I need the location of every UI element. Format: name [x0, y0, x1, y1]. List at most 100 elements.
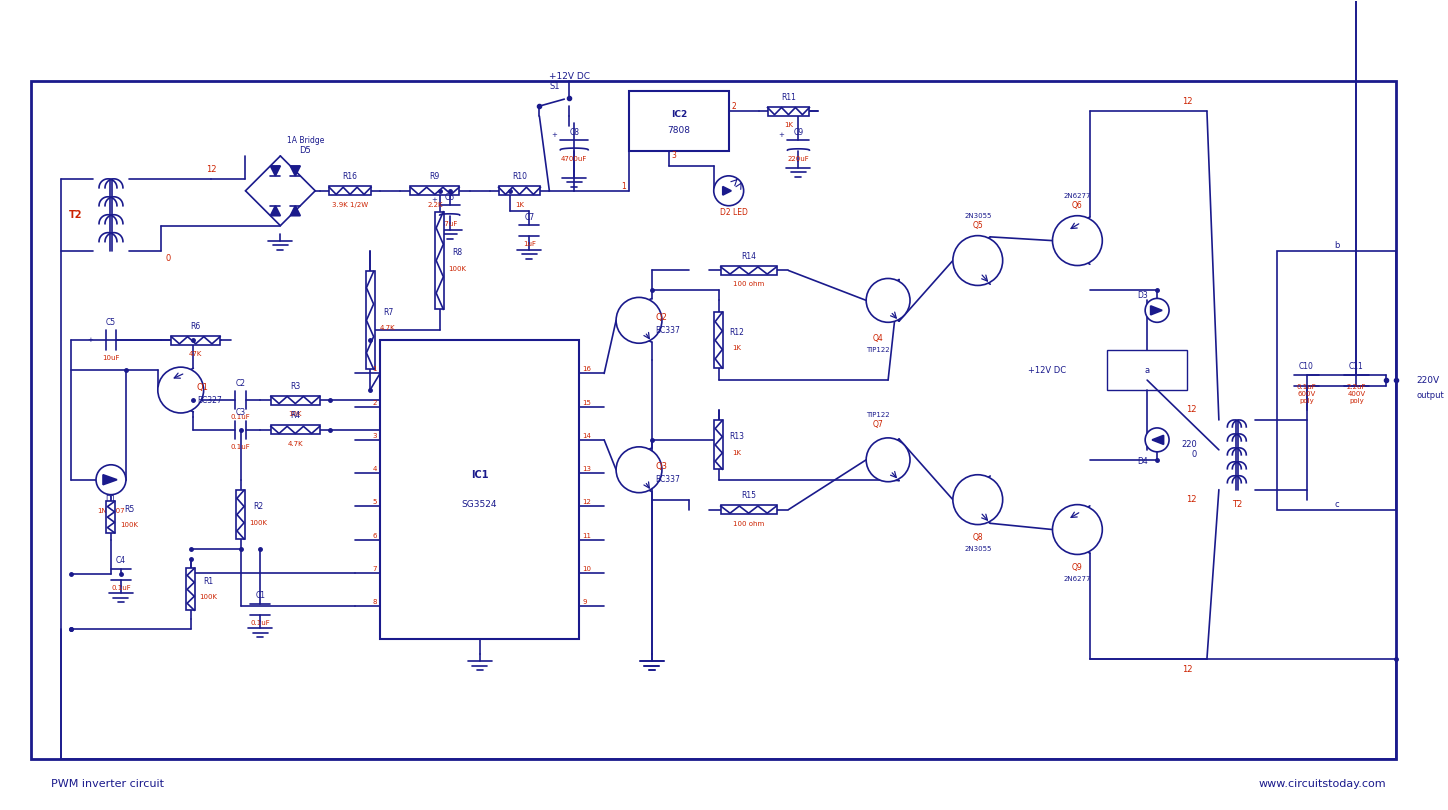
Circle shape [953, 236, 1002, 285]
Text: 1K: 1K [515, 202, 524, 207]
Text: C3: C3 [236, 408, 246, 417]
Text: R1: R1 [204, 577, 214, 586]
Circle shape [866, 438, 909, 482]
Bar [714, 420, 723, 469]
Text: D4: D4 [1137, 458, 1147, 467]
Text: 1: 1 [621, 182, 626, 191]
Polygon shape [1151, 306, 1163, 315]
Text: 2N6277: 2N6277 [1064, 577, 1092, 582]
Bar [236, 490, 245, 539]
Text: +12V DC: +12V DC [549, 72, 589, 81]
Text: C9: C9 [794, 128, 804, 137]
Bar [32, 81, 1396, 759]
Text: BC327: BC327 [197, 395, 222, 404]
Bar [410, 186, 459, 195]
Text: 1N4007: 1N4007 [97, 508, 125, 514]
Text: 100 ohm: 100 ohm [733, 281, 765, 288]
Text: C4: C4 [116, 556, 126, 565]
Polygon shape [723, 186, 731, 195]
Bar [329, 186, 371, 195]
Text: 0.1uF
600V
poly: 0.1uF 600V poly [1296, 384, 1316, 403]
Text: 2N3055: 2N3055 [964, 213, 992, 219]
Bar [498, 186, 540, 195]
Text: 0.1uF: 0.1uF [230, 414, 251, 420]
Text: R4: R4 [290, 411, 300, 420]
Text: Q3: Q3 [654, 463, 668, 471]
Text: 100K: 100K [249, 519, 268, 526]
Text: 220: 220 [1182, 441, 1197, 450]
Text: +12V DC: +12V DC [1028, 365, 1066, 375]
Text: +: + [432, 198, 437, 203]
Polygon shape [103, 475, 117, 484]
Text: b: b [1334, 241, 1339, 250]
Text: C8: C8 [569, 128, 579, 137]
Text: 100K: 100K [200, 595, 217, 600]
Text: 2: 2 [731, 101, 737, 111]
Text: PWM inverter circuit: PWM inverter circuit [51, 778, 164, 789]
Text: 7: 7 [372, 565, 376, 572]
Text: 13: 13 [582, 466, 591, 472]
Bar [721, 266, 776, 275]
Text: 2N6277: 2N6277 [1064, 193, 1092, 198]
Text: 16: 16 [582, 366, 591, 373]
Text: Q4: Q4 [873, 334, 883, 343]
Text: 3: 3 [672, 151, 676, 160]
Text: 0: 0 [165, 254, 171, 262]
Text: a: a [1144, 365, 1150, 375]
Text: 0.1uF: 0.1uF [251, 620, 271, 625]
Circle shape [1145, 428, 1169, 452]
Text: BC337: BC337 [654, 475, 681, 484]
Text: D2 LED: D2 LED [720, 208, 747, 217]
Text: R16: R16 [343, 173, 358, 181]
Text: C10: C10 [1299, 362, 1313, 371]
Text: 11: 11 [582, 532, 591, 539]
Text: Q6: Q6 [1072, 201, 1083, 211]
Text: 12: 12 [1182, 664, 1192, 674]
Text: 100K: 100K [120, 522, 138, 528]
Text: R10: R10 [513, 173, 527, 181]
Text: 10: 10 [582, 565, 591, 572]
Text: 2: 2 [372, 399, 376, 406]
Bar [1108, 350, 1187, 390]
Text: 1A Bridge: 1A Bridge [287, 136, 324, 146]
Text: 12: 12 [1182, 96, 1192, 105]
Bar [1277, 250, 1396, 509]
Circle shape [615, 447, 662, 492]
Text: Q7: Q7 [873, 420, 883, 429]
Text: Q9: Q9 [1072, 563, 1083, 572]
Text: 47K: 47K [190, 352, 203, 357]
Text: R7: R7 [382, 308, 392, 317]
Bar [365, 271, 375, 369]
Text: 0.1uF: 0.1uF [111, 585, 130, 590]
Circle shape [714, 176, 744, 206]
Circle shape [615, 297, 662, 343]
Text: 2.2uF
400V
poly: 2.2uF 400V poly [1347, 384, 1365, 403]
Text: 1K: 1K [783, 122, 794, 128]
Bar [714, 313, 723, 368]
Text: C1: C1 [255, 591, 265, 600]
Text: 12: 12 [1186, 495, 1197, 504]
Circle shape [1145, 298, 1169, 322]
Polygon shape [290, 166, 300, 176]
Text: 14: 14 [582, 433, 591, 439]
Circle shape [1053, 215, 1102, 266]
Bar [767, 107, 809, 116]
Text: T2: T2 [1232, 500, 1242, 509]
Text: R13: R13 [730, 433, 744, 441]
Text: 2.2K: 2.2K [427, 202, 443, 207]
Text: S1: S1 [549, 82, 559, 91]
Text: 220uF: 220uF [788, 156, 809, 163]
Text: IC1: IC1 [471, 470, 488, 480]
Text: D3: D3 [1137, 291, 1147, 300]
Circle shape [96, 465, 126, 495]
Text: 3: 3 [372, 433, 376, 439]
Text: SG3524: SG3524 [462, 500, 497, 509]
Text: 4: 4 [372, 466, 376, 472]
Text: +: + [779, 133, 785, 139]
Text: R5: R5 [123, 505, 135, 514]
Text: 1K: 1K [733, 345, 741, 352]
Text: 9: 9 [582, 599, 586, 605]
Bar [271, 425, 320, 434]
Text: R3: R3 [290, 382, 300, 390]
Text: R14: R14 [741, 252, 756, 261]
